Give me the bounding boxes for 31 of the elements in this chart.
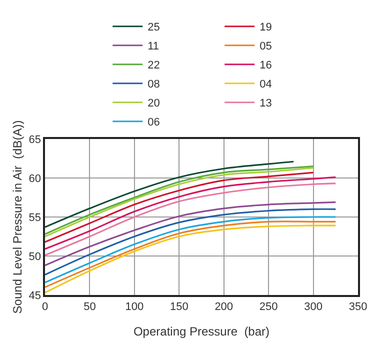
legend-label: 04 bbox=[260, 78, 272, 91]
x-tick-label: 200 bbox=[214, 300, 234, 313]
x-tick-label: 300 bbox=[304, 300, 322, 313]
line-series bbox=[45, 176, 336, 250]
legend-label: 08 bbox=[148, 78, 160, 91]
legend-label: 11 bbox=[148, 40, 160, 53]
legend-label: 13 bbox=[260, 98, 272, 110]
y-tick-label: 50 bbox=[28, 250, 42, 263]
legend-label: 25 bbox=[148, 22, 160, 34]
legend-label: 06 bbox=[148, 116, 160, 129]
y-axis-title: Sound Level Pressure in Air (dB(A)) bbox=[10, 120, 25, 314]
line-series bbox=[45, 160, 294, 228]
x-tick-label: 0 bbox=[42, 300, 48, 313]
legend-label: 20 bbox=[148, 98, 160, 110]
x-axis-title: Operating Pressure (bar) bbox=[133, 324, 270, 338]
x-tick-label: 250 bbox=[259, 300, 278, 313]
y-tick-label: 55 bbox=[28, 212, 42, 224]
y-tick-label: 60 bbox=[28, 172, 42, 185]
x-tick-label: 100 bbox=[125, 300, 144, 313]
y-tick-label: 45 bbox=[28, 290, 42, 302]
line-series bbox=[45, 201, 336, 266]
x-tick-label: 50 bbox=[84, 300, 96, 313]
x-tick-label: 350 bbox=[348, 300, 368, 313]
line-series bbox=[45, 208, 336, 276]
y-tick-label: 65 bbox=[28, 134, 42, 146]
x-tick-label: 150 bbox=[170, 300, 188, 313]
legend-label: 05 bbox=[260, 40, 272, 53]
legend-label: 16 bbox=[260, 60, 272, 72]
legend-label: 22 bbox=[148, 60, 160, 72]
line-series bbox=[45, 182, 336, 256]
legend-label: 19 bbox=[260, 22, 272, 34]
